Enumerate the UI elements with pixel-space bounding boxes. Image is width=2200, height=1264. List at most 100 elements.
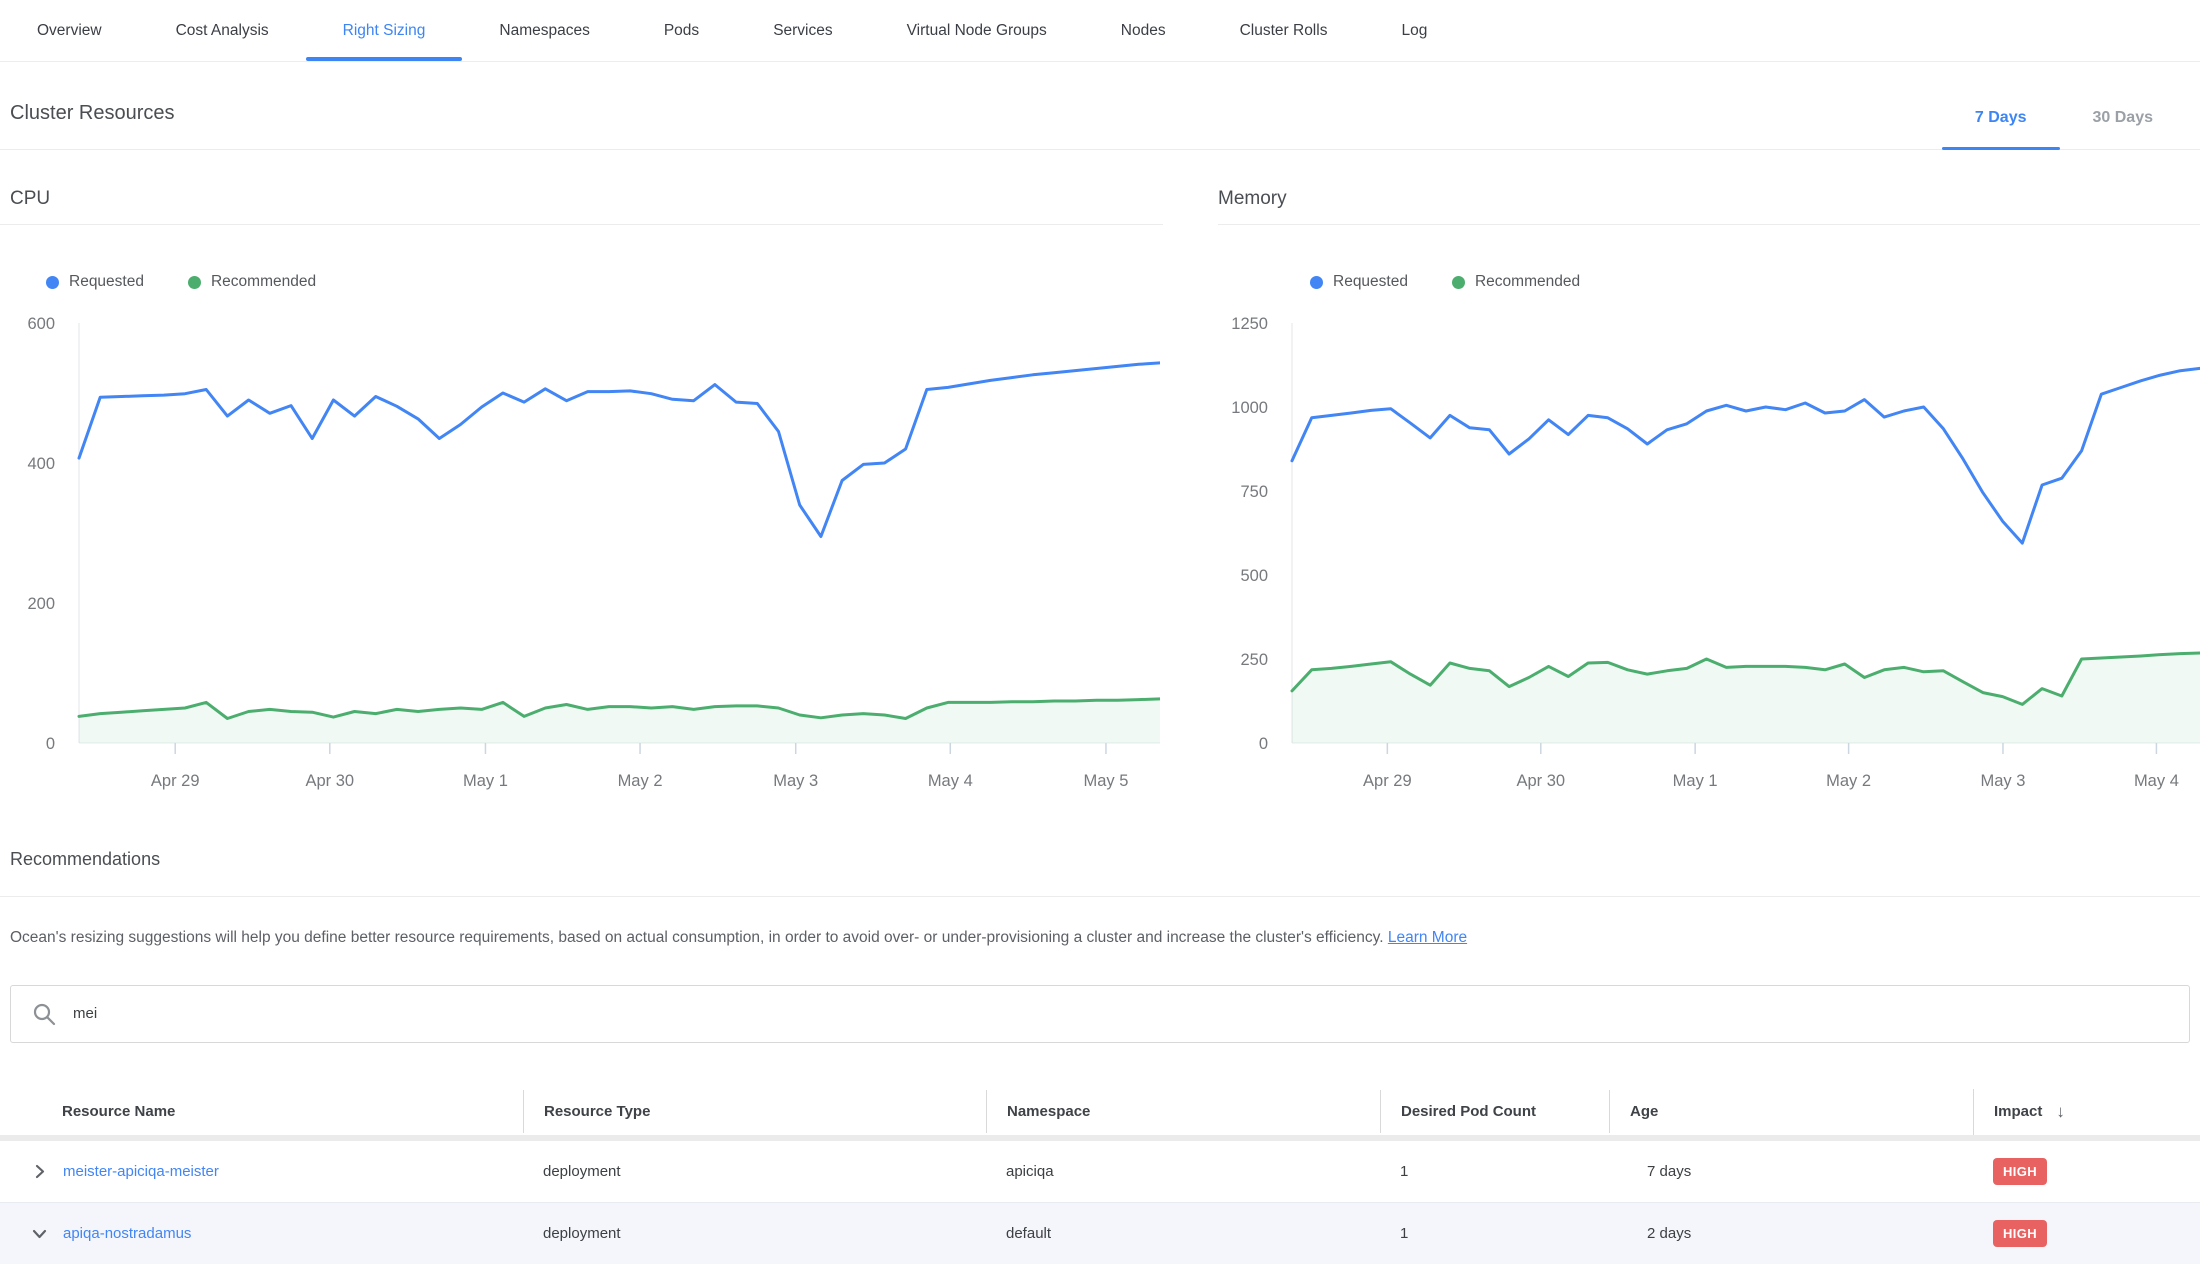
recommendations-search[interactable]	[10, 985, 2190, 1043]
column-header-resource-type[interactable]: Resource Type	[523, 1090, 986, 1133]
table-row[interactable]: apiqa-nostradamus deployment default 1 2…	[0, 1203, 2200, 1264]
top-nav: Overview Cost Analysis Right Sizing Name…	[0, 0, 2200, 62]
tab-label: Pods	[664, 22, 699, 40]
table-header-row: Resource Name Resource Type Namespace De…	[0, 1089, 2200, 1135]
tab-label: Namespaces	[499, 22, 589, 40]
svg-text:May 3: May 3	[1980, 772, 2025, 790]
svg-text:May 1: May 1	[463, 772, 508, 790]
impact-high-badge: HIGH	[1993, 1220, 2047, 1247]
svg-text:Apr 29: Apr 29	[1363, 772, 1412, 790]
tab-cluster-rolls[interactable]: Cluster Rolls	[1203, 0, 1365, 61]
tab-namespaces[interactable]: Namespaces	[462, 0, 626, 61]
resource-name-link[interactable]: apiqa-nostradamus	[63, 1225, 191, 1242]
column-label: Impact	[1994, 1103, 2042, 1120]
namespace-cell: default	[986, 1225, 1380, 1242]
column-header-namespace[interactable]: Namespace	[986, 1090, 1380, 1133]
cpu-chart-title: CPU	[0, 188, 1163, 225]
tab-log[interactable]: Log	[1364, 0, 1464, 61]
column-label: Resource Name	[62, 1103, 175, 1120]
column-label: Resource Type	[544, 1103, 650, 1120]
column-label: Age	[1630, 1103, 1658, 1120]
page-title: Cluster Resources	[10, 102, 175, 149]
age-cell: 2 days	[1609, 1225, 1973, 1242]
column-header-impact[interactable]: Impact ↓	[1973, 1089, 2200, 1135]
page-header: Cluster Resources 7 Days 30 Days	[0, 62, 2200, 150]
tab-label: Overview	[37, 22, 102, 40]
legend-recommended-label: Recommended	[1475, 273, 1580, 291]
requested-dot-icon	[1310, 276, 1323, 289]
svg-text:May 4: May 4	[2134, 772, 2179, 790]
svg-text:May 4: May 4	[928, 772, 973, 790]
memory-chart-legend: Requested Recommended	[1310, 273, 2200, 291]
column-header-desired-pod-count[interactable]: Desired Pod Count	[1380, 1090, 1609, 1133]
cpu-chart-legend: Requested Recommended	[46, 273, 1163, 291]
sort-descending-icon[interactable]: ↓	[2056, 1102, 2065, 1122]
legend-requested-label: Requested	[1333, 273, 1408, 291]
svg-text:May 2: May 2	[618, 772, 663, 790]
chevron-down-icon[interactable]	[30, 1224, 49, 1243]
tab-virtual-node-groups[interactable]: Virtual Node Groups	[870, 0, 1084, 61]
column-header-resource-name[interactable]: Resource Name	[10, 1090, 523, 1133]
svg-text:May 3: May 3	[773, 772, 818, 790]
learn-more-link[interactable]: Learn More	[1388, 929, 1467, 946]
search-input[interactable]	[73, 986, 2189, 1042]
time-range-toggle: 7 Days 30 Days	[1942, 109, 2200, 149]
tab-label: Log	[1401, 22, 1427, 40]
legend-recommended: Recommended	[188, 273, 316, 291]
svg-text:May 2: May 2	[1826, 772, 1871, 790]
svg-text:Apr 29: Apr 29	[151, 772, 200, 790]
svg-text:May 5: May 5	[1083, 772, 1128, 790]
age-cell: 7 days	[1609, 1163, 1973, 1180]
tab-pods[interactable]: Pods	[627, 0, 736, 61]
cpu-chart-panel: CPU Requested Recommended 6004002000Apr …	[0, 188, 1163, 793]
svg-text:0: 0	[46, 735, 55, 753]
svg-text:250: 250	[1240, 651, 1268, 669]
recommendations-table: Resource Name Resource Type Namespace De…	[0, 1089, 2200, 1264]
cpu-line-chart: 6004002000Apr 29Apr 30May 1May 2May 3May…	[0, 313, 1160, 793]
legend-recommended: Recommended	[1452, 273, 1580, 291]
svg-text:1000: 1000	[1231, 399, 1268, 417]
tab-label: Virtual Node Groups	[907, 22, 1047, 40]
namespace-cell: apiciqa	[986, 1163, 1380, 1180]
tab-label: Nodes	[1121, 22, 1166, 40]
svg-text:1250: 1250	[1231, 315, 1268, 333]
tab-nodes[interactable]: Nodes	[1084, 0, 1203, 61]
legend-requested: Requested	[1310, 273, 1408, 291]
impact-high-badge: HIGH	[1993, 1158, 2047, 1185]
column-header-age[interactable]: Age	[1609, 1090, 1973, 1133]
svg-text:May 1: May 1	[1673, 772, 1718, 790]
recommended-dot-icon	[188, 276, 201, 289]
tab-label: Cost Analysis	[176, 22, 269, 40]
resource-type-cell: deployment	[523, 1163, 986, 1180]
tab-services[interactable]: Services	[736, 0, 869, 61]
range-30-days[interactable]: 30 Days	[2060, 109, 2187, 149]
tab-cost-analysis[interactable]: Cost Analysis	[139, 0, 306, 61]
recommendations-description-text: Ocean's resizing suggestions will help y…	[10, 929, 1384, 946]
legend-recommended-label: Recommended	[211, 273, 316, 291]
resource-name-link[interactable]: meister-apiciqa-meister	[63, 1163, 219, 1180]
tab-label: Cluster Rolls	[1240, 22, 1328, 40]
requested-dot-icon	[46, 276, 59, 289]
svg-text:Apr 30: Apr 30	[1516, 772, 1565, 790]
desired-pod-count-cell: 1	[1380, 1225, 1609, 1242]
cluster-resources-charts: CPU Requested Recommended 6004002000Apr …	[0, 188, 2200, 793]
column-label: Namespace	[1007, 1103, 1090, 1120]
tab-label: Services	[773, 22, 832, 40]
memory-line-chart: 1250 1000 750 500 250 0 Apr 29 Apr 30 May 1 May 2…	[1218, 313, 2200, 793]
chevron-right-icon[interactable]	[30, 1162, 49, 1181]
legend-requested: Requested	[46, 273, 144, 291]
table-row[interactable]: meister-apiciqa-meister deployment apici…	[0, 1141, 2200, 1203]
legend-requested-label: Requested	[69, 273, 144, 291]
tab-right-sizing[interactable]: Right Sizing	[306, 0, 463, 61]
svg-text:0: 0	[1259, 735, 1268, 753]
recommended-dot-icon	[1452, 276, 1465, 289]
memory-chart-title: Memory	[1218, 188, 2200, 225]
tab-overview[interactable]: Overview	[0, 0, 139, 61]
svg-text:750: 750	[1240, 483, 1268, 501]
search-icon	[31, 1001, 57, 1027]
range-7-days[interactable]: 7 Days	[1942, 109, 2060, 149]
resource-type-cell: deployment	[523, 1225, 986, 1242]
desired-pod-count-cell: 1	[1380, 1163, 1609, 1180]
svg-text:500: 500	[1240, 567, 1268, 585]
recommendations-title: Recommendations	[0, 849, 2200, 897]
